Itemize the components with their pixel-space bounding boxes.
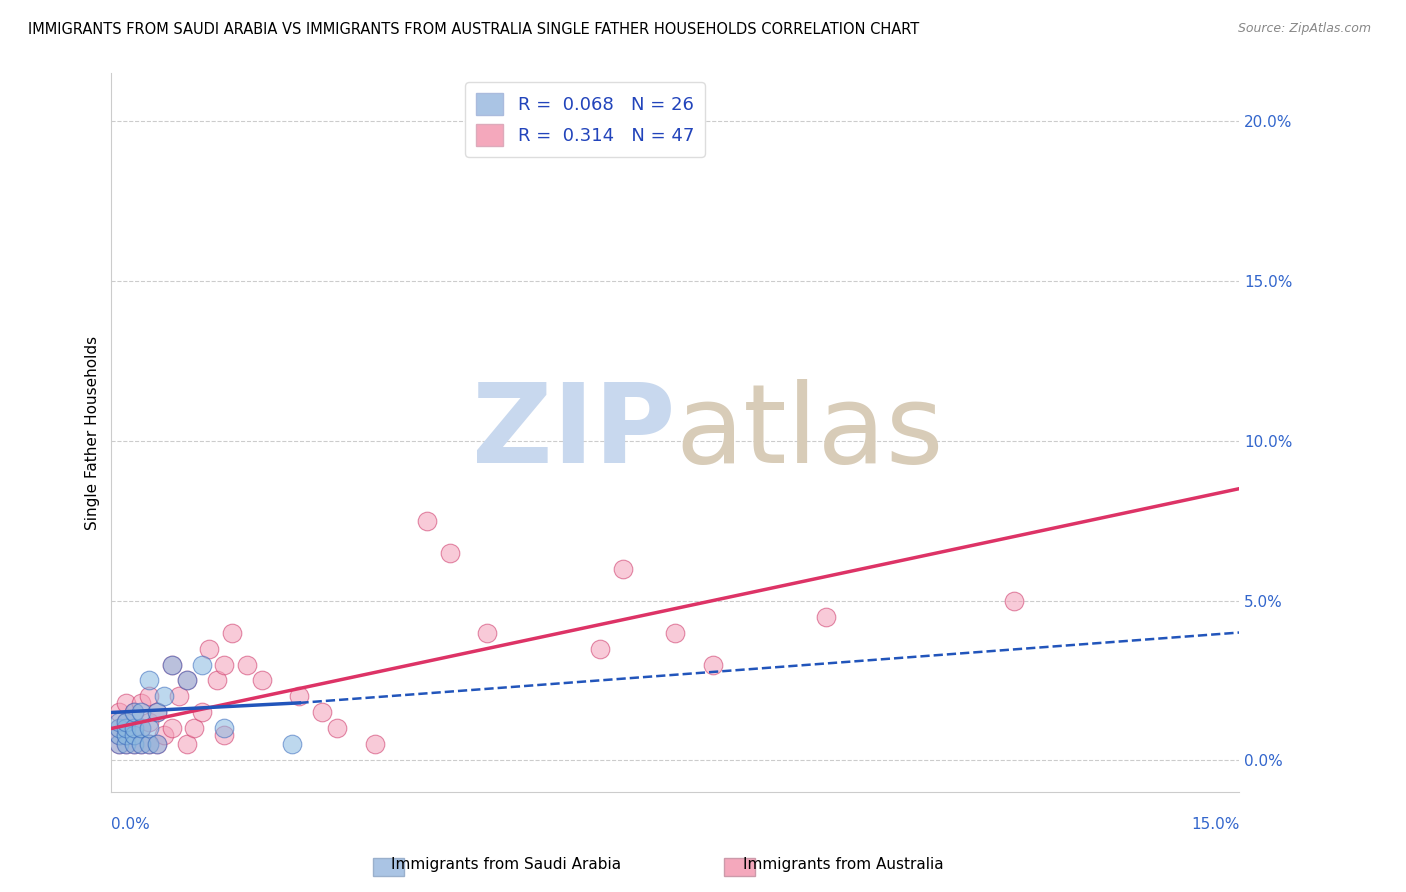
Point [236, 657, 259, 672]
Point [138, 673, 160, 688]
Text: 0.0%: 0.0% [111, 817, 150, 832]
Point [326, 722, 349, 736]
Point [814, 609, 837, 624]
Text: 15.0%: 15.0% [1191, 817, 1239, 832]
Point [363, 738, 385, 752]
Text: ZIP: ZIP [472, 379, 675, 486]
Point [160, 657, 183, 672]
Point [160, 722, 183, 736]
Point [212, 722, 235, 736]
Point [183, 722, 205, 736]
Point [612, 561, 634, 575]
Point [138, 722, 160, 736]
Point [115, 728, 138, 742]
Point [122, 728, 145, 742]
Point [221, 625, 243, 640]
Point [145, 738, 167, 752]
Point [439, 545, 461, 559]
Point [477, 625, 499, 640]
Point [176, 673, 198, 688]
Point [131, 738, 153, 752]
Point [416, 514, 439, 528]
Point [589, 641, 612, 656]
Point [122, 738, 145, 752]
Point [108, 714, 131, 729]
Point [131, 722, 153, 736]
Y-axis label: Single Father Households: Single Father Households [86, 335, 100, 530]
Point [131, 696, 153, 710]
Point [115, 738, 138, 752]
Point [108, 722, 131, 736]
Point [138, 690, 160, 704]
Point [115, 722, 138, 736]
Point [190, 706, 212, 720]
Point [176, 738, 198, 752]
Point [167, 690, 190, 704]
Point [212, 657, 235, 672]
Point [108, 738, 131, 752]
Point [205, 673, 228, 688]
Point [122, 722, 145, 736]
Point [138, 738, 160, 752]
Point [145, 738, 167, 752]
Point [122, 706, 145, 720]
Point [108, 706, 131, 720]
Point [138, 738, 160, 752]
Point [145, 706, 167, 720]
Point [288, 690, 311, 704]
Point [145, 706, 167, 720]
Point [702, 657, 724, 672]
Text: IMMIGRANTS FROM SAUDI ARABIA VS IMMIGRANTS FROM AUSTRALIA SINGLE FATHER HOUSEHOL: IMMIGRANTS FROM SAUDI ARABIA VS IMMIGRAN… [28, 22, 920, 37]
Point [108, 728, 131, 742]
Point [108, 722, 131, 736]
Legend: R =  0.068   N = 26, R =  0.314   N = 47: R = 0.068 N = 26, R = 0.314 N = 47 [465, 82, 704, 157]
Point [153, 728, 176, 742]
Text: Immigrants from Saudi Arabia: Immigrants from Saudi Arabia [391, 857, 621, 872]
Point [108, 728, 131, 742]
Point [153, 690, 176, 704]
Text: Source: ZipAtlas.com: Source: ZipAtlas.com [1237, 22, 1371, 36]
Text: atlas: atlas [675, 379, 943, 486]
Point [122, 722, 145, 736]
Point [250, 673, 273, 688]
Point [131, 706, 153, 720]
Point [131, 722, 153, 736]
Point [198, 641, 221, 656]
Point [115, 714, 138, 729]
Point [115, 728, 138, 742]
Point [212, 728, 235, 742]
Point [1002, 593, 1025, 607]
Point [131, 738, 153, 752]
Point [190, 657, 212, 672]
Point [281, 738, 304, 752]
Point [122, 738, 145, 752]
Point [122, 706, 145, 720]
Point [138, 714, 160, 729]
Point [664, 625, 686, 640]
Text: Immigrants from Australia: Immigrants from Australia [744, 857, 943, 872]
Point [176, 673, 198, 688]
Point [108, 738, 131, 752]
Point [160, 657, 183, 672]
Point [115, 738, 138, 752]
Point [311, 706, 333, 720]
Point [115, 696, 138, 710]
Point [115, 714, 138, 729]
